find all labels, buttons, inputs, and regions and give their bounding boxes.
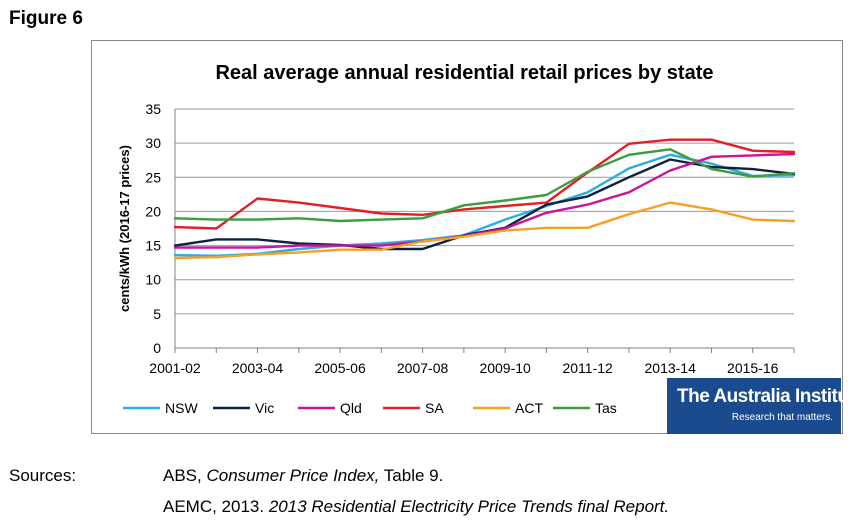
- y-tick-label: 20: [145, 203, 161, 219]
- series-line-sa: [173, 138, 796, 230]
- x-tick-label: 2001-02: [149, 360, 201, 376]
- australia-institute-logo: The Australia Institute Research that ma…: [667, 378, 852, 434]
- legend-label-qld: Qld: [340, 400, 362, 416]
- legend-label-act: ACT: [515, 400, 543, 416]
- sources-label: Sources:: [9, 466, 77, 485]
- series-line-vic: [173, 158, 796, 251]
- source-2-title: 2013 Residential Electricity Price Trend…: [268, 497, 670, 516]
- legend-label-vic: Vic: [255, 400, 274, 416]
- source-line-2: AEMC, 2013. 2013 Residential Electricity…: [163, 497, 669, 517]
- x-tick-label: 2011-12: [562, 360, 613, 376]
- line-chart: Real average annual residential retail p…: [117, 62, 796, 416]
- source-2-prefix: AEMC, 2013.: [163, 497, 269, 516]
- chart-title: Real average annual residential retail p…: [215, 62, 713, 84]
- series-line-act: [173, 201, 796, 260]
- x-tick-label: 2005-06: [314, 360, 366, 376]
- y-tick-label: 35: [145, 101, 161, 117]
- chart-frame: Real average annual residential retail p…: [91, 40, 852, 434]
- logo-tagline: Research that matters.: [731, 412, 833, 423]
- source-1-prefix: ABS,: [163, 466, 207, 485]
- legend-label-tas: Tas: [595, 400, 617, 416]
- x-tick-label: 2013-14: [645, 360, 697, 376]
- source-line-1: ABS, Consumer Price Index, Table 9.: [163, 466, 443, 486]
- source-1-suffix: Table 9.: [379, 466, 444, 485]
- y-tick-label: 25: [145, 169, 161, 185]
- y-axis-label: cents/kWh (2016-17 prices): [117, 145, 132, 312]
- x-tick-label: 2003-04: [232, 360, 284, 376]
- x-tick-label: 2015-16: [727, 360, 779, 376]
- legend-label-sa: SA: [425, 400, 444, 416]
- y-tick-label: 10: [145, 272, 161, 288]
- y-tick-label: 0: [153, 340, 161, 356]
- source-1-title: Consumer Price Index,: [206, 466, 380, 485]
- x-tick-label: 2009-10: [479, 360, 531, 376]
- legend-label-nsw: NSW: [165, 400, 198, 416]
- y-tick-label: 15: [145, 238, 161, 254]
- figure-label: Figure 6: [9, 8, 83, 29]
- y-tick-label: 30: [145, 135, 161, 151]
- series-line-qld: [173, 152, 796, 249]
- series-line-tas: [173, 148, 796, 223]
- x-tick-label: 2007-08: [397, 360, 449, 376]
- y-tick-label: 5: [153, 306, 161, 322]
- logo-name: The Australia Institute: [677, 386, 852, 407]
